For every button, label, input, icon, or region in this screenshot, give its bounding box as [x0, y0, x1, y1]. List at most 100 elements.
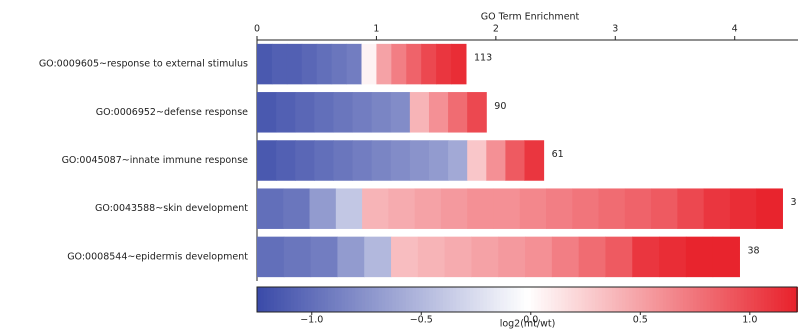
colorbar-cell — [541, 287, 546, 312]
colorbar-cell — [290, 287, 295, 312]
colorbar-cell — [747, 287, 752, 312]
colorbar-cell — [402, 287, 407, 312]
bar-segment — [295, 92, 315, 133]
colorbar-cell — [459, 287, 464, 312]
colorbar-cell — [328, 287, 332, 312]
colorbar-cell — [557, 287, 562, 312]
x-tick-label: 1 — [373, 24, 379, 35]
bar-segment — [467, 188, 494, 229]
colorbar-cell — [649, 287, 654, 312]
colorbar-cell — [456, 287, 461, 312]
colorbar-cell — [493, 287, 498, 312]
colorbar-cell — [612, 287, 617, 312]
colorbar-cell — [267, 287, 272, 312]
colorbar-cell — [564, 287, 569, 312]
bar-segment — [729, 188, 757, 229]
bar-segment — [428, 92, 449, 133]
colorbar-cell — [257, 287, 261, 312]
bar-segment — [333, 140, 354, 181]
colorbar-cell — [554, 287, 559, 312]
colorbar-cell — [699, 287, 704, 312]
bar-segment — [316, 43, 333, 85]
count-label: 3 — [790, 197, 796, 208]
colorbar-cell — [689, 287, 694, 312]
colorbar-cell — [361, 287, 366, 312]
colorbar-cell — [344, 287, 349, 312]
bar-segment — [440, 188, 468, 229]
bar-segment — [301, 43, 318, 85]
colorbar-cell — [777, 287, 782, 312]
colorbar-cell — [321, 287, 326, 312]
bar-segment — [333, 92, 354, 133]
category-label: GO:0006952~defense response — [96, 107, 248, 118]
bar-segment — [598, 188, 626, 229]
colorbar-cell — [794, 287, 798, 312]
bar-segment — [257, 236, 285, 278]
colorbar-cell — [355, 287, 360, 312]
colorbar-cell — [561, 287, 566, 312]
colorbar-cell — [480, 287, 485, 312]
colorbar-cell — [710, 287, 715, 312]
bar-segment — [703, 188, 731, 229]
bar-segment — [286, 43, 303, 85]
colorbar-cell — [581, 287, 586, 312]
colorbar-cell — [767, 287, 772, 312]
colorbar-cell — [726, 287, 731, 312]
colorbar-cell — [524, 287, 529, 312]
colorbar-cell — [497, 287, 502, 312]
colorbar-cell — [439, 287, 444, 312]
colorbar-cell — [706, 287, 711, 312]
colorbar-cell — [385, 287, 390, 312]
bar-segment — [310, 236, 338, 278]
bar-segment — [271, 43, 288, 85]
colorbar-cell — [618, 287, 623, 312]
x-tick-label: 2 — [493, 24, 499, 35]
colorbar-cell — [260, 287, 265, 312]
bar-segment — [283, 236, 312, 278]
colorbar-cell — [595, 287, 600, 312]
colorbar-cell — [520, 287, 525, 312]
colorbar-cell — [720, 287, 725, 312]
bar-segment — [276, 140, 296, 181]
colorbar-cell — [324, 287, 329, 312]
colorbar-cell — [787, 287, 792, 312]
colorbar-cell — [659, 287, 664, 312]
colorbar-cell — [527, 287, 532, 312]
colorbar-cell — [304, 287, 309, 312]
colorbar-cell — [696, 287, 701, 312]
bar-segment — [295, 140, 315, 181]
colorbar-tick-label: 1.0 — [742, 315, 757, 326]
colorbar-cell — [419, 287, 424, 312]
bar-segment — [337, 236, 365, 278]
colorbar-cell — [547, 287, 552, 312]
bar-segment — [257, 43, 273, 85]
bar-segment — [525, 236, 553, 278]
category-label: GO:0045087~innate immune response — [62, 155, 249, 166]
colorbar-cell — [463, 287, 468, 312]
bar-segment — [257, 92, 277, 133]
colorbar-cell — [490, 287, 495, 312]
bar-segment — [448, 92, 468, 133]
bar-segment — [471, 236, 499, 278]
colorbar-cell — [605, 287, 610, 312]
colorbar-cell — [382, 287, 387, 312]
colorbar-cell — [314, 287, 319, 312]
bar-segment — [546, 188, 573, 229]
colorbar-cell — [635, 287, 640, 312]
category-label: GO:0043588~skin development — [95, 203, 248, 214]
bar-segment — [467, 140, 487, 181]
colorbar-cell — [784, 287, 789, 312]
colorbar-cell — [341, 287, 346, 312]
colorbar-cell — [703, 287, 708, 312]
bar-segment — [361, 43, 377, 85]
x-tick-label: 0 — [254, 24, 260, 35]
colorbar-cell — [405, 287, 410, 312]
colorbar-tick-label: −1.0 — [300, 315, 323, 326]
bar-segment — [659, 236, 687, 278]
colorbar-cell — [422, 287, 427, 312]
x-axis-title: GO Term Enrichment — [481, 12, 580, 23]
bar-segment — [391, 43, 407, 85]
bar-segment — [467, 92, 487, 133]
colorbar-cell — [713, 287, 718, 312]
colorbar-cell — [426, 287, 431, 312]
